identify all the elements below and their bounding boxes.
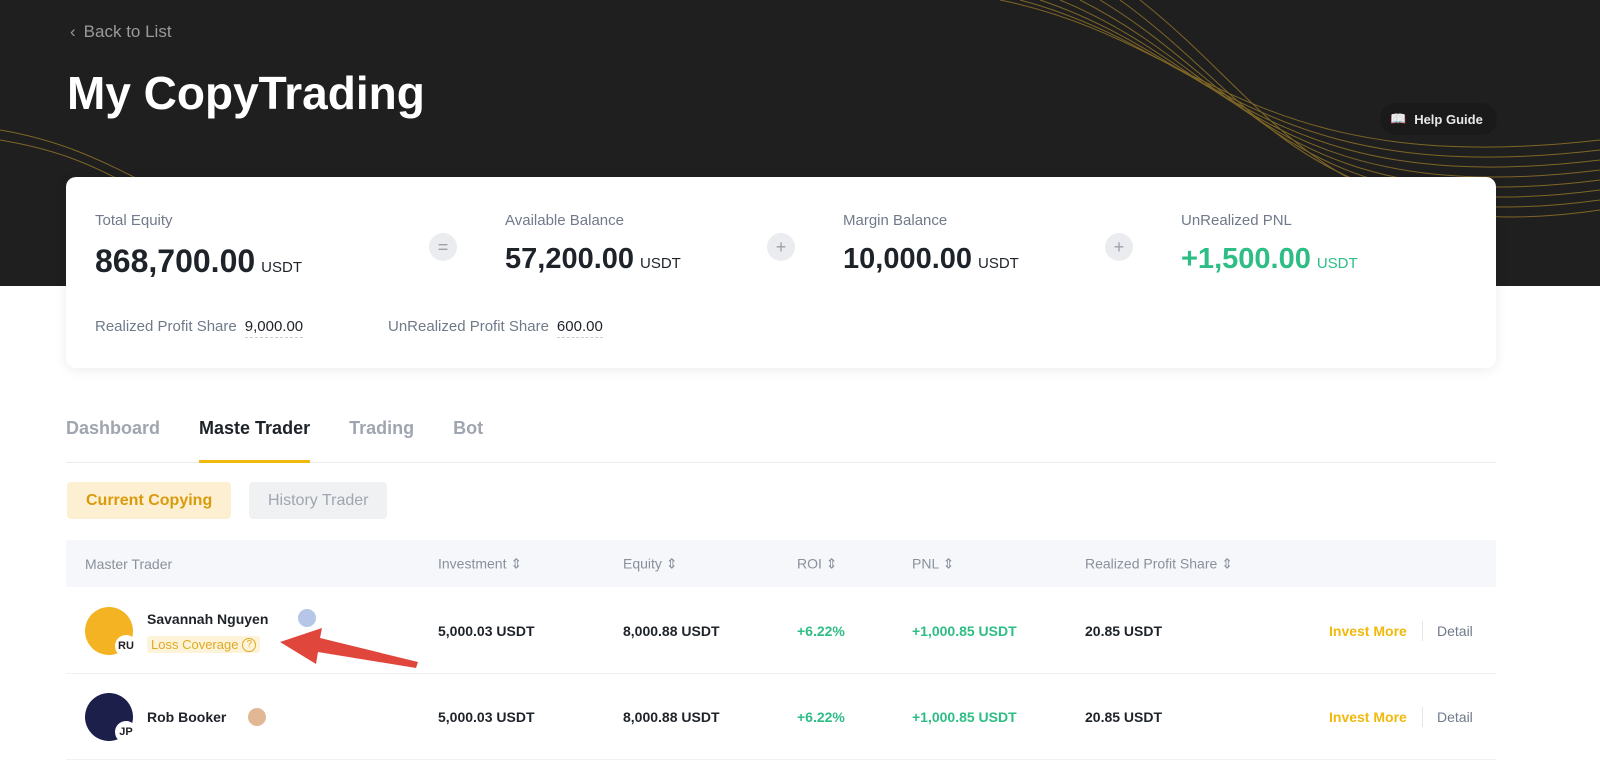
unrealized-pnl: UnRealized PNL +1,500.00 USDT [1181, 212, 1358, 276]
annotation-arrow-icon [280, 628, 418, 668]
label: PNL [912, 555, 939, 571]
available-balance-label: Available Balance [505, 212, 624, 229]
sort-icon: ⇕ [510, 555, 523, 571]
book-icon: 📖 [1390, 111, 1407, 126]
margin-balance: Margin Balance 10,000.00 USDT [843, 212, 1019, 276]
sort-icon: ⇕ [665, 555, 678, 571]
unrealized-pnl-value: +1,500.00 [1181, 243, 1311, 275]
loss-coverage-tag[interactable]: Loss Coverage? [147, 636, 261, 653]
roi: +6.22% [797, 708, 845, 725]
summary-card: Total Equity 868,700.00 USDT = Available B… [66, 177, 1496, 368]
available-balance-value: 57,200.00 [505, 243, 635, 275]
col-realized-profit-share[interactable]: Realized Profit Share ⇕ [1085, 555, 1233, 572]
tab-master-trader[interactable]: Maste Trader [199, 418, 311, 463]
chevron-left-icon: ‹ [70, 22, 76, 41]
profit-share: 20.85 USDT [1085, 708, 1163, 725]
sort-icon: ⇕ [825, 555, 838, 571]
col-equity[interactable]: Equity ⇕ [623, 555, 678, 572]
detail-button[interactable]: Detail [1437, 622, 1473, 639]
equity: 8,000.88 USDT [623, 708, 720, 725]
unit: USDT [1316, 255, 1358, 272]
invest-more-button[interactable]: Invest More [1329, 622, 1407, 639]
trader-name[interactable]: Savannah Nguyen [147, 611, 269, 627]
tab-dashboard[interactable]: Dashboard [66, 418, 161, 438]
realized-profit-share: Realized Profit Share 9,000.00 [95, 318, 304, 338]
label: Investment [438, 555, 507, 571]
col-pnl[interactable]: PNL ⇕ [912, 555, 954, 572]
country-flag: JP [115, 720, 137, 743]
col-roi[interactable]: ROI ⇕ [797, 555, 838, 572]
label: Equity [623, 555, 662, 571]
table-row: JP Rob Booker 5,000.03 USDT 8,000.88 USD… [66, 674, 1496, 760]
tag-label: Loss Coverage [151, 637, 239, 652]
margin-balance-value: 10,000.00 [843, 243, 973, 275]
plus-icon: + [1105, 233, 1133, 261]
equity: 8,000.88 USDT [623, 622, 720, 639]
plus-icon: + [767, 233, 795, 261]
sort-icon: ⇕ [1221, 555, 1233, 571]
investment: 5,000.03 USDT [438, 708, 535, 725]
table-header: Master Trader Investment ⇕ Equity ⇕ ROI … [66, 540, 1496, 587]
detail-button[interactable]: Detail [1437, 708, 1473, 725]
tab-trading[interactable]: Trading [349, 418, 415, 438]
equals-icon: = [429, 233, 457, 261]
help-guide-button[interactable]: 📖 Help Guide [1380, 103, 1497, 135]
unit: USDT [261, 259, 302, 276]
country-flag: RU [115, 634, 137, 657]
total-equity: Total Equity 868,700.00 USDT [95, 212, 302, 280]
avatar[interactable]: JP [85, 692, 137, 743]
label: Realized Profit Share [1085, 555, 1218, 571]
tab-bar: Dashboard Maste Trader Trading Bot [66, 418, 1496, 463]
sort-icon: ⇕ [942, 555, 955, 571]
total-equity-value: 868,700.00 [95, 243, 256, 279]
margin-balance-label: Margin Balance [843, 212, 948, 229]
question-icon[interactable]: ? [242, 637, 257, 652]
page-title: My CopyTrading [67, 67, 425, 119]
roi: +6.22% [797, 622, 845, 639]
avatar[interactable]: RU [85, 606, 137, 657]
available-balance: Available Balance 57,200.00 USDT [505, 212, 681, 276]
diamond-badge-icon [298, 609, 316, 627]
value: 600.00 [556, 318, 603, 338]
unit: USDT [978, 255, 1019, 272]
help-label: Help Guide [1414, 111, 1483, 127]
label: ROI [797, 555, 822, 571]
profit-share: 20.85 USDT [1085, 622, 1163, 639]
back-to-list-link[interactable]: ‹ Back to List [70, 22, 172, 42]
divider [1422, 621, 1423, 641]
total-equity-label: Total Equity [95, 212, 173, 229]
trader-name[interactable]: Rob Booker [147, 708, 227, 725]
current-copying-button[interactable]: Current Copying [67, 482, 232, 519]
invest-more-button[interactable]: Invest More [1329, 708, 1407, 725]
investment: 5,000.03 USDT [438, 622, 535, 639]
history-trader-button[interactable]: History Trader [249, 482, 388, 519]
value: 9,000.00 [244, 318, 304, 338]
col-master-trader: Master Trader [85, 555, 173, 572]
unrealized-pnl-label: UnRealized PNL [1181, 212, 1292, 229]
col-investment[interactable]: Investment ⇕ [438, 555, 522, 572]
table-row: RU Savannah Nguyen Loss Coverage? 5,000.… [66, 588, 1496, 674]
divider [1422, 707, 1423, 727]
unrealized-profit-share: UnRealized Profit Share 600.00 [388, 318, 603, 338]
label: UnRealized Profit Share [388, 318, 549, 335]
tab-bot[interactable]: Bot [453, 418, 484, 438]
bronze-badge-icon [248, 708, 266, 726]
unit: USDT [640, 255, 681, 272]
back-label: Back to List [83, 22, 172, 41]
pnl: +1,000.85 USDT [912, 708, 1017, 725]
pnl: +1,000.85 USDT [912, 622, 1017, 639]
label: Realized Profit Share [95, 318, 237, 335]
